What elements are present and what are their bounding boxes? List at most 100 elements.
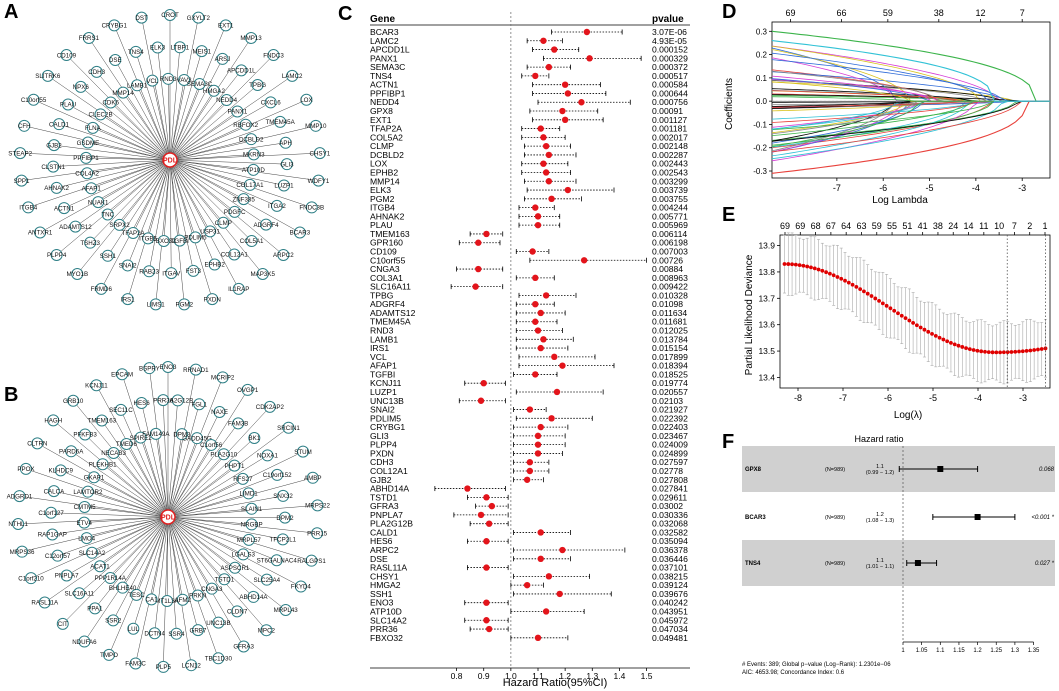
forest-pvalue: 0.030336 (652, 510, 688, 520)
forest-x-tick-label: 1.0 (505, 671, 517, 681)
forest-gene-label: GFRA3 (370, 501, 399, 511)
network-a-node-circle (157, 234, 170, 247)
network-b-node-label: RAP1GAP (38, 532, 67, 539)
network-a-node-circle (47, 160, 60, 173)
forest-point (545, 178, 553, 185)
network-b-node-circle (129, 657, 142, 670)
forest-point (534, 441, 542, 448)
network-b-node-label: C12orf57 (45, 553, 71, 560)
coef-path-line (771, 59, 1050, 102)
network-b-node-label: FKYD4 (291, 584, 312, 591)
network-b-node-circle (88, 471, 101, 484)
forest-gene-label: CNGA3 (370, 264, 400, 274)
network-a-node-label: BCAR3 (290, 230, 311, 237)
network-b-node-label: PLP5 (156, 664, 172, 671)
deviance-y-tick-label: 13.5 (758, 346, 775, 356)
network-b-edge (162, 400, 169, 518)
network-b-node-label: AFM2 (174, 597, 191, 604)
forest-gene-label: APCDD1L (370, 45, 410, 55)
forest-gene-label: ADGRF4 (370, 299, 405, 309)
network-b-node-label: ASPSCR1 (220, 565, 249, 572)
network-b-edge (167, 495, 284, 518)
deviance-point (933, 333, 938, 338)
forest-gene-label: DCBLD2 (370, 150, 404, 160)
deviance-point (843, 278, 847, 283)
network-b-edge (167, 427, 289, 518)
forest-gene-label: ELK3 (370, 185, 391, 195)
network-b-edge (167, 516, 318, 534)
network-a-edge (169, 152, 320, 161)
network-b-node-circle (149, 427, 162, 440)
network-b-node-circle (213, 405, 226, 418)
network-b-edge (167, 493, 249, 518)
network-b-node-label: KLHDC9 (48, 468, 73, 475)
network-a-node-label: VCL (146, 78, 159, 85)
network-b-node-circle (88, 602, 101, 615)
forest-gene-label: LAMC2 (370, 36, 399, 46)
network-b-edge (91, 516, 169, 554)
forest-point (523, 476, 531, 483)
network-b-edge (167, 474, 278, 518)
forest-gene-label: GPR160 (370, 238, 403, 248)
forest-point (523, 581, 531, 589)
network-a-node-circle (71, 267, 84, 280)
network-b-node-circle (170, 627, 183, 640)
network-b-node-circle (306, 471, 319, 484)
network-a-node-label: GXYLT2 (187, 15, 211, 22)
network-a-node-circle (228, 248, 241, 261)
network-a-node-circle (192, 11, 205, 24)
network-a-node-label: CHSY1 (310, 150, 331, 157)
network-a-node-circle (232, 282, 245, 295)
network-a-node-circle (270, 199, 283, 212)
deviance-top-tick-label: 11 (979, 221, 988, 231)
network-a-edge (88, 37, 171, 161)
forest-point (485, 625, 493, 633)
deviance-point (903, 316, 908, 321)
network-a-edge (169, 121, 281, 161)
network-a-edge (21, 159, 171, 181)
forest-gene-label: FBXO32 (370, 633, 403, 643)
network-b-node-label: RALGPS1 (297, 558, 326, 565)
network-a-node-circle (228, 205, 241, 218)
forest-pvalue: 0.020557 (652, 387, 688, 397)
network-a-node-circle (135, 11, 148, 24)
network-b-node-circle (56, 617, 69, 630)
network-b-node-label: GFRA3 (233, 644, 254, 651)
forest-gene-label: PLPP4 (370, 440, 397, 450)
network-b-node-circle (157, 394, 170, 407)
coef-x-tick-label: -6 (879, 183, 887, 193)
deviance-point (858, 287, 863, 292)
forest-gene-label: LUZP1 (370, 387, 397, 397)
network-b-node-circle (297, 445, 310, 458)
network-b-edge (141, 402, 169, 518)
network-b-node-circle (277, 489, 290, 502)
network-a-node-circle (256, 267, 269, 280)
network-a-edge (80, 86, 171, 161)
coef-path-line (771, 100, 1050, 160)
network-a-node-circle (104, 96, 117, 109)
network-b-node-circle (143, 362, 156, 375)
network-a-edge (122, 92, 171, 161)
network-a-edge (169, 159, 285, 186)
network-b-edge (19, 495, 169, 518)
network-b-node-circle (46, 528, 59, 541)
forest-point (545, 573, 553, 580)
forest-point (483, 494, 490, 501)
forest-gene-label: IRS1 (370, 343, 389, 353)
network-a-node-label: CXCL6 (261, 100, 282, 107)
forest-gene-label: RASL11A (370, 563, 407, 573)
network-b-node-circle (162, 361, 174, 373)
network-b-node-label: MRPS22 (305, 503, 330, 510)
network-b-node-label: MPC2 (258, 627, 276, 634)
forest-f-gene: TNS4 (745, 561, 761, 567)
network-b-node-circle (282, 421, 295, 434)
forest-pvalue: 0.006114 (652, 229, 687, 239)
network-a-node-circle (151, 41, 164, 54)
network-b-node-circle (78, 516, 91, 529)
network-a-node-circle (90, 65, 103, 78)
forest-pvalue: 0.003755 (652, 194, 688, 204)
coef-top-tick-label: 12 (975, 8, 985, 18)
forest-point (561, 116, 569, 124)
network-a-node-circle (193, 77, 206, 90)
network-a-edge (169, 159, 278, 207)
